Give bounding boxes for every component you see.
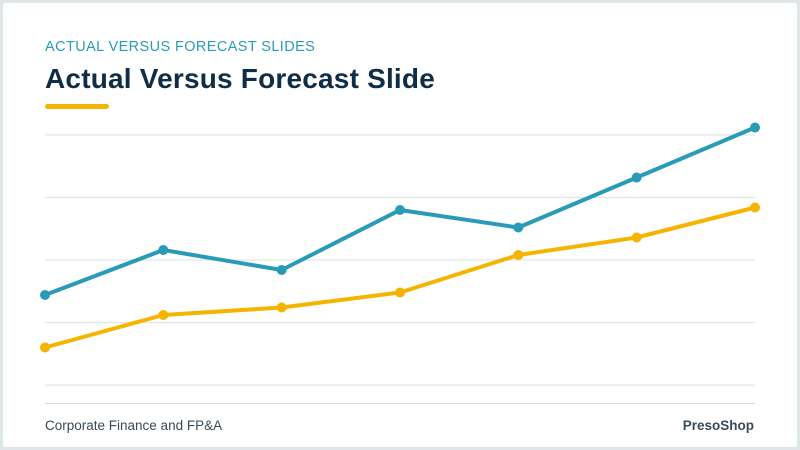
series-1-point (395, 205, 405, 215)
footer-left-text: Corporate Finance and FP&A (45, 418, 223, 433)
series-2-point (395, 287, 405, 298)
series-1-point (750, 122, 760, 133)
series-line-2 (43, 205, 757, 350)
series-1-point (276, 265, 287, 275)
series-1-point (158, 245, 169, 255)
title-underline (45, 104, 109, 109)
series-1-point (631, 172, 642, 183)
series-2-point (158, 310, 169, 320)
series-2-point (631, 232, 642, 243)
series-2-point (276, 302, 287, 313)
footer-brand: PresoShop (682, 418, 754, 433)
series-1-point (40, 290, 50, 300)
footer-divider (45, 403, 755, 404)
series-2-point (513, 250, 524, 260)
series-1-point (513, 222, 524, 233)
slide-kicker: ACTUAL VERSUS FORECAST SLIDES (45, 39, 316, 55)
slide-title: Actual Versus Forecast Slide (45, 63, 435, 94)
series-2-point (750, 202, 760, 213)
series-2-point (40, 342, 50, 353)
slide: ACTUAL VERSUS FORECAST SLIDES Actual Ver… (3, 3, 797, 447)
